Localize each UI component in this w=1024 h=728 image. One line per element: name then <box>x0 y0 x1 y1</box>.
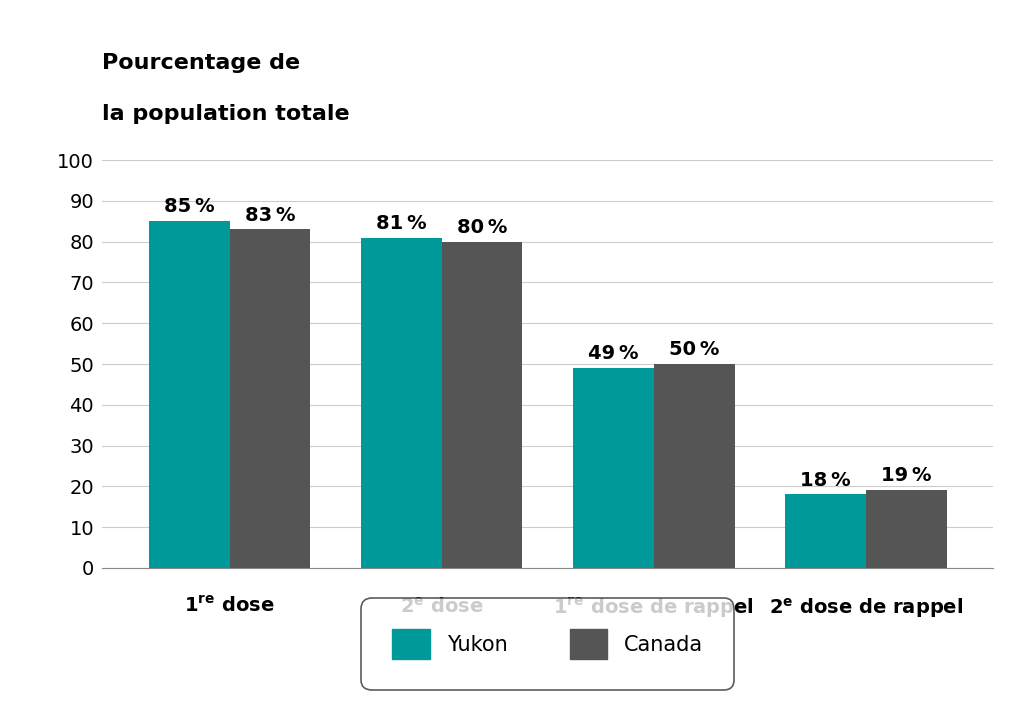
Bar <box>361 237 441 568</box>
Text: 83 %: 83 % <box>245 205 295 224</box>
Text: 2$^{\mathregular{e}}$ dose de rappel: 2$^{\mathregular{e}}$ dose de rappel <box>769 596 964 620</box>
Text: 49 %: 49 % <box>589 344 639 363</box>
Text: 85 %: 85 % <box>164 197 215 216</box>
Legend: Yukon, Canada: Yukon, Canada <box>372 609 724 680</box>
Bar <box>654 364 734 568</box>
Text: 1$^{\mathregular{re}}$ dose de rappel: 1$^{\mathregular{re}}$ dose de rappel <box>553 596 755 620</box>
Text: la population totale: la population totale <box>102 104 350 124</box>
Bar <box>573 368 654 568</box>
Bar <box>150 221 229 568</box>
Text: 18 %: 18 % <box>801 470 851 489</box>
Text: Pourcentage de: Pourcentage de <box>102 53 300 73</box>
Text: 80 %: 80 % <box>457 218 507 237</box>
Text: 50 %: 50 % <box>669 340 720 359</box>
Text: 1$^{\mathregular{re}}$ dose: 1$^{\mathregular{re}}$ dose <box>184 596 274 617</box>
Bar <box>866 491 946 568</box>
Bar <box>229 229 310 568</box>
Text: 81 %: 81 % <box>376 214 427 233</box>
Text: 2$^{\mathregular{e}}$ dose: 2$^{\mathregular{e}}$ dose <box>400 596 483 617</box>
Text: 19 %: 19 % <box>881 467 932 486</box>
Bar <box>441 242 522 568</box>
Bar <box>785 494 866 568</box>
